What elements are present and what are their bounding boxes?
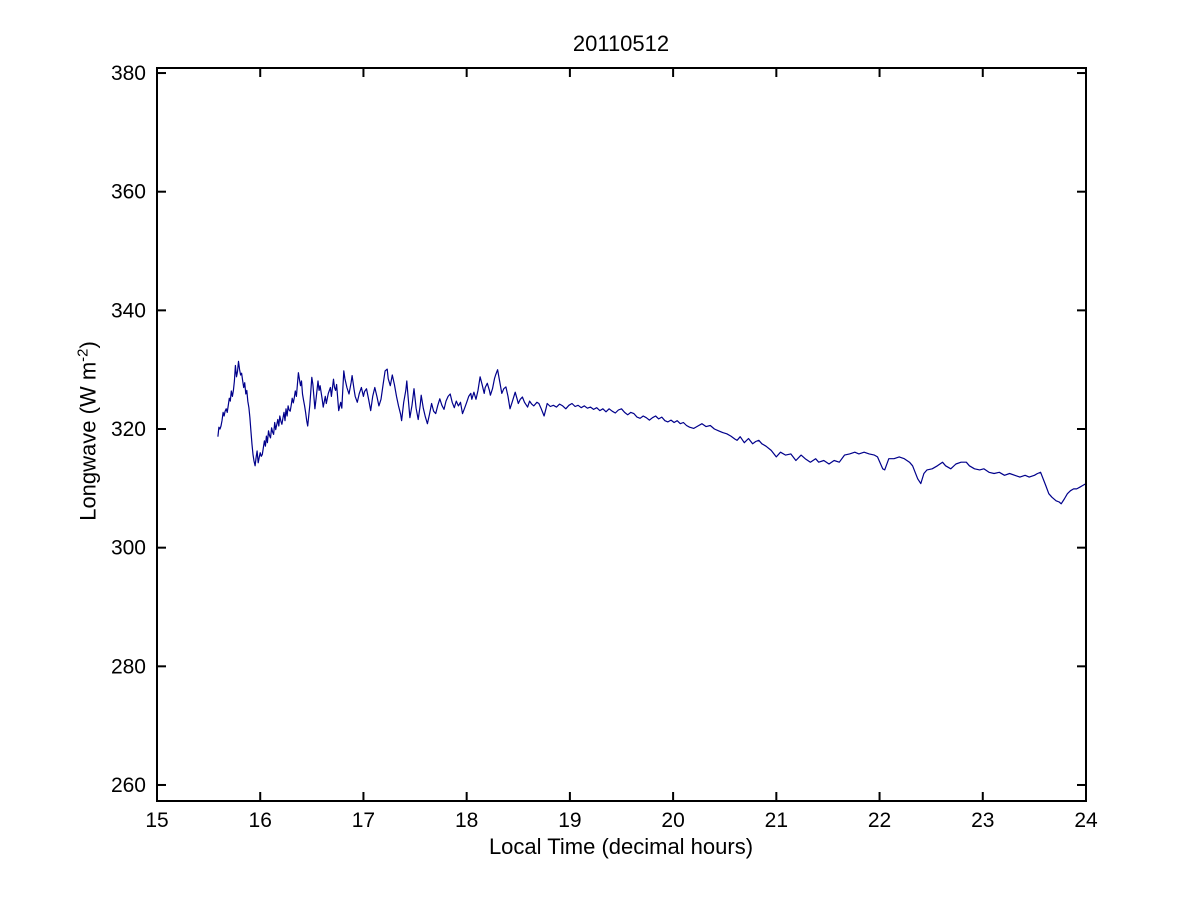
y-tick-label: 360 [111,181,146,204]
x-tick-label: 22 [868,809,891,832]
x-tick-label: 16 [249,809,272,832]
x-axis-label: Local Time (decimal hours) [488,834,754,859]
x-tick-label: 21 [765,809,788,832]
y-axis-label-suffix: ) [75,341,101,349]
chart-title: 20110512 [572,31,670,56]
y-axis-label-superscript: -2 [74,348,92,362]
y-tick-label: 380 [111,62,146,85]
x-tick-label: 15 [145,809,168,832]
y-axis-label: Longwave (W m-2) [74,341,101,521]
x-tick-label: 17 [352,809,375,832]
x-tick-label: 18 [455,809,478,832]
y-tick-label: 300 [111,537,146,560]
y-tick-label: 280 [111,655,146,678]
y-tick-label: 340 [111,299,146,322]
y-axis-label-text: Longwave (W m [75,361,101,521]
x-tick-label: 20 [661,809,684,832]
y-tick-label: 320 [111,418,146,441]
data-line-series [217,360,1087,505]
axes-box [156,67,1087,802]
x-tick-label: 19 [558,809,581,832]
y-tick-label: 260 [111,774,146,797]
x-tick-label: 23 [971,809,994,832]
x-tick-label: 24 [1074,809,1098,832]
